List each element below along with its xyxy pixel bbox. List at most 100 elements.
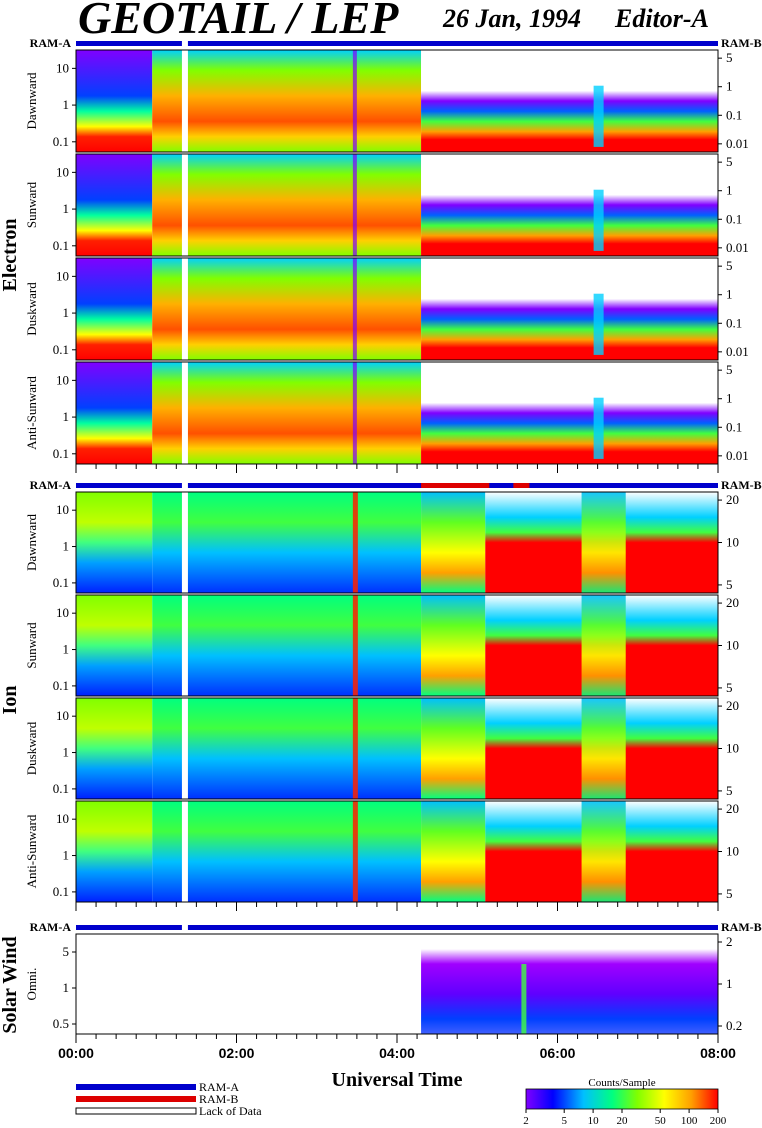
- colorbar-ticks: 2 5 10 20 50 100 200: [523, 1109, 727, 1127]
- spectrogram-panels: RAM-A RAM-B Electron 10 1 0.1 5 1 0.1 0.01 10 1 0.1 5…: [0, 36, 762, 1043]
- left-tick-label: 1: [63, 97, 70, 112]
- left-tick-label: 10: [56, 164, 69, 179]
- left-tick-label: 10: [56, 268, 69, 283]
- ram-b-segment: [421, 483, 490, 488]
- left-tick-label: 0.1: [53, 446, 69, 461]
- right-tick-label: 5: [726, 258, 733, 273]
- colorbar-tick-label: 10: [588, 1115, 600, 1127]
- legend-ram-a-swatch: [76, 1084, 196, 1090]
- colorbar-tick-label: 100: [681, 1115, 698, 1127]
- left-tick-label: 1: [63, 539, 70, 554]
- left-tick-label: 1: [63, 848, 70, 863]
- left-tick-label: 10: [56, 811, 69, 826]
- left-tick-label: 5: [63, 944, 70, 959]
- x-axis: 00:00 02:00 04:00 06:00 08:00: [58, 1045, 736, 1061]
- x-tick-label: 02:00: [219, 1045, 255, 1061]
- left-tick-label: 0.1: [53, 575, 69, 590]
- colorbar-title: Counts/Sample: [588, 1077, 655, 1089]
- legend-lack-of-data-label: Lack of Data: [199, 1104, 262, 1118]
- right-tick-label: 20: [726, 698, 739, 713]
- right-tick-label: 10: [726, 844, 739, 859]
- right-tick-label: 10: [726, 741, 739, 756]
- right-tick-label: 1: [726, 976, 733, 991]
- left-tick-label: 1: [63, 980, 70, 995]
- right-tick-label: 1: [726, 391, 733, 406]
- right-tick-label: 5: [726, 577, 733, 592]
- right-tick-label: 5: [726, 362, 733, 377]
- left-tick-label: 1: [63, 305, 70, 320]
- colorbar: [525, 1088, 719, 1110]
- colorbar-tick-label: 50: [655, 1115, 667, 1127]
- electron-panel-anti-sunward: Anti-Sunward: [24, 361, 719, 465]
- panel-label: Duskward: [24, 721, 39, 775]
- left-tick-label: 0.1: [53, 678, 69, 693]
- ion-panel-dawnward: Dawnward: [24, 491, 719, 594]
- ram-status-bar: [76, 925, 718, 930]
- right-tick-label: 20: [726, 492, 739, 507]
- colorbar-tick-label: 2: [523, 1115, 529, 1127]
- x-tick-label: 06:00: [540, 1045, 576, 1061]
- left-tick-label: 0.1: [53, 342, 69, 357]
- right-tick-label: 1: [726, 287, 733, 302]
- panel-label: Anti-Sunward: [24, 376, 39, 450]
- ram-left-label: RAM-A: [30, 478, 72, 492]
- x-tick-label: 00:00: [58, 1045, 94, 1061]
- electron-panel-duskward: Duskward: [24, 257, 719, 361]
- lack-of-data-mark: [181, 925, 188, 930]
- ram-left-label: RAM-A: [30, 36, 72, 50]
- right-tick-label: 10: [726, 638, 739, 653]
- ram-right-label: RAM-B: [721, 920, 762, 934]
- x-tick-label: 04:00: [379, 1045, 415, 1061]
- electron-panel-dawnward: Dawnward: [24, 49, 719, 153]
- right-tick-label: 5: [726, 50, 733, 65]
- right-tick-label: 0.01: [726, 240, 749, 255]
- left-tick-label: 10: [56, 502, 69, 517]
- ion-panel-sunward: Sunward: [24, 594, 719, 697]
- x-tick-label: 08:00: [700, 1045, 736, 1061]
- ion-group: RAM-A RAM-B Ion 10 1 0.1 20 10 5 10 1 0.1 20 10 5 10 1 0.…: [0, 478, 762, 911]
- right-tick-label: 0.1: [726, 211, 742, 226]
- solar-wind-group: RAM-A RAM-B Solar Wind 5 1 0.5 2 1 0.2: [0, 920, 762, 1043]
- editor-label: Editor-A: [614, 4, 709, 33]
- right-tick-label: 20: [726, 595, 739, 610]
- ram-status-bar: [76, 41, 718, 46]
- date-label: 26 Jan, 1994: [442, 4, 581, 33]
- solar-wind-panel-omni: Omni.: [24, 933, 719, 1035]
- left-tick-label: 1: [63, 409, 70, 424]
- lack-of-data-mark: [181, 483, 188, 488]
- left-tick-label: 10: [56, 708, 69, 723]
- right-tick-label: 10: [726, 535, 739, 550]
- left-tick-label: 1: [63, 201, 70, 216]
- right-tick-label: 20: [726, 801, 739, 816]
- colorbar-tick-label: 5: [561, 1115, 567, 1127]
- status-legend: RAM-A RAM-B Lack of Data: [75, 1080, 262, 1118]
- left-tick-label: 0.5: [53, 1016, 69, 1031]
- left-tick-label: 1: [63, 642, 70, 657]
- left-tick-label: 10: [56, 605, 69, 620]
- left-tick-label: 0.1: [53, 884, 69, 899]
- right-tick-label: 1: [726, 183, 733, 198]
- panel-label: Anti-Sunward: [24, 814, 39, 888]
- colorbar-tick-label: 200: [710, 1115, 727, 1127]
- ram-right-label: RAM-B: [721, 478, 762, 492]
- group-label: Electron: [0, 219, 21, 292]
- right-tick-label: 0.2: [726, 1018, 742, 1033]
- ram-b-segment: [513, 483, 530, 488]
- panel-label: Sunward: [24, 622, 39, 669]
- colorbar-tick-label: 20: [617, 1115, 629, 1127]
- left-tick-label: 10: [56, 372, 69, 387]
- right-tick-label: 0.1: [726, 419, 742, 434]
- panel-label: Dawnward: [24, 72, 39, 130]
- left-tick-label: 0.1: [53, 781, 69, 796]
- electron-group: RAM-A RAM-B Electron 10 1 0.1 5 1 0.1 0.01 10 1 0.1 5…: [0, 36, 762, 473]
- legend-ram-a-label: RAM-A: [199, 1080, 239, 1094]
- left-tick-label: 0.1: [53, 134, 69, 149]
- right-tick-label: 0.1: [726, 107, 742, 122]
- left-tick-label: 0.1: [53, 238, 69, 253]
- group-label: Ion: [0, 686, 21, 715]
- ion-panel-anti-sunward: Anti-Sunward: [24, 800, 719, 903]
- panel-label: Dawnward: [24, 513, 39, 571]
- ram-left-label: RAM-A: [30, 920, 72, 934]
- x-axis-title: Universal Time: [332, 1069, 463, 1091]
